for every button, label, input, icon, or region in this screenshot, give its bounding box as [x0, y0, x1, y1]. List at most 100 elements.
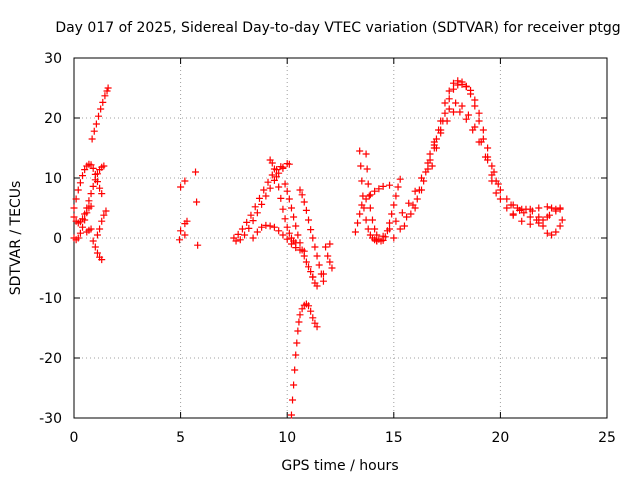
data-point: [302, 206, 310, 214]
data-point: [234, 230, 242, 238]
data-point: [277, 194, 285, 202]
data-point: [445, 87, 453, 95]
data-point: [285, 160, 293, 168]
data-point: [435, 126, 443, 134]
data-point: [287, 411, 295, 419]
data-point: [249, 234, 257, 242]
y-tick-label: -20: [39, 351, 62, 367]
data-point: [74, 186, 82, 194]
data-point: [279, 205, 287, 213]
data-point: [426, 150, 434, 158]
data-point: [262, 192, 270, 200]
data-point: [522, 205, 530, 213]
data-point: [475, 109, 483, 117]
series-arc-r: [373, 108, 496, 245]
data-point: [362, 150, 370, 158]
data-point: [479, 126, 487, 134]
data-point: [268, 171, 276, 179]
data-point: [471, 102, 479, 110]
data-point: [96, 184, 104, 192]
data-point: [258, 200, 266, 208]
series-arc-x: [390, 126, 443, 242]
data-point: [293, 339, 301, 347]
data-point: [236, 236, 244, 244]
data-point: [238, 225, 246, 233]
y-tick-label: -30: [39, 411, 62, 427]
data-point: [183, 217, 191, 225]
data-point: [305, 263, 313, 271]
data-point: [490, 168, 498, 176]
data-point: [309, 273, 317, 281]
data-point: [558, 216, 566, 224]
data-point: [430, 138, 438, 146]
data-point: [292, 222, 300, 230]
data-point: [307, 307, 315, 315]
series-arc-i: [232, 160, 293, 245]
data-point: [93, 231, 101, 239]
data-point: [307, 226, 315, 234]
data-point: [388, 210, 396, 218]
data-point: [373, 231, 381, 239]
data-point: [291, 366, 299, 374]
data-point: [298, 305, 306, 313]
data-point: [528, 207, 536, 215]
y-tick-label: -10: [39, 291, 62, 307]
data-point: [315, 261, 323, 269]
data-point: [411, 187, 419, 195]
data-point: [283, 187, 291, 195]
data-point: [319, 277, 327, 285]
data-point: [359, 192, 367, 200]
data-point: [496, 195, 504, 203]
series-sparse-1: [176, 168, 202, 249]
data-point: [85, 197, 93, 205]
data-point: [275, 169, 283, 177]
data-point: [358, 201, 366, 209]
data-point: [270, 223, 278, 231]
data-point: [390, 234, 398, 242]
y-tick-label: 30: [44, 51, 62, 67]
data-point: [445, 105, 453, 113]
data-point: [467, 86, 475, 94]
data-points: [70, 77, 566, 419]
data-point: [290, 213, 298, 221]
data-point: [70, 204, 78, 212]
data-point: [471, 123, 479, 131]
data-point: [371, 187, 379, 195]
data-point: [526, 220, 534, 228]
data-point: [484, 144, 492, 152]
data-point: [328, 264, 336, 272]
data-point: [100, 211, 108, 219]
data-point: [394, 183, 402, 191]
chart-title: Day 017 of 2025, Sidereal Day-to-day VTE…: [55, 20, 620, 36]
data-point: [88, 135, 96, 143]
data-point: [452, 99, 460, 107]
data-point: [243, 218, 251, 226]
data-point: [479, 135, 487, 143]
x-tick-label: 15: [385, 430, 403, 446]
data-point: [503, 204, 511, 212]
data-point: [543, 203, 551, 211]
data-point: [100, 162, 108, 170]
x-axis-label: GPS time / hours: [281, 458, 398, 474]
data-point: [83, 209, 91, 217]
data-point: [309, 314, 317, 322]
data-point: [366, 204, 374, 212]
data-point: [548, 204, 556, 212]
data-point: [354, 219, 362, 227]
data-point: [176, 236, 184, 244]
x-tick-label: 5: [176, 430, 185, 446]
data-point: [76, 179, 84, 187]
data-point: [307, 268, 315, 276]
y-axis: -30 -20 -10 0 10 20 30: [39, 51, 607, 427]
data-point: [181, 231, 189, 239]
data-point: [91, 243, 99, 251]
data-point: [543, 229, 551, 237]
data-point: [87, 225, 95, 233]
data-point: [177, 183, 185, 191]
data-point: [475, 117, 483, 125]
data-point: [93, 249, 101, 257]
data-point: [351, 228, 359, 236]
data-point: [496, 186, 504, 194]
data-point: [72, 195, 80, 203]
data-point: [324, 252, 332, 260]
